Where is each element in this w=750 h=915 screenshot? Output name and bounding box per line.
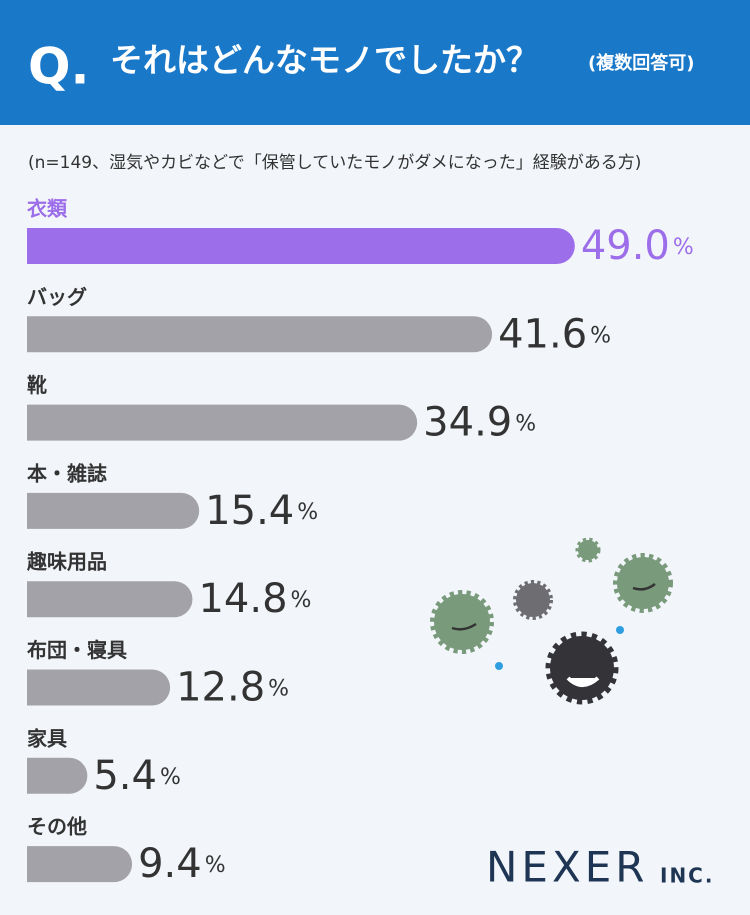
- value-label: 49.0%: [581, 223, 694, 269]
- category-label: 衣類: [27, 197, 68, 221]
- brand-name: NEXER: [486, 843, 648, 892]
- bar: [27, 316, 493, 353]
- header: [0, 0, 750, 125]
- value-label: 15.4%: [205, 488, 318, 534]
- bar: [27, 492, 200, 529]
- brand-suffix: INC.: [660, 864, 714, 888]
- value-label: 9.4%: [138, 841, 226, 887]
- title-prefix: Q.: [28, 38, 90, 96]
- category-label: 布団・寝具: [27, 638, 127, 662]
- value-label: 14.8%: [198, 576, 311, 622]
- value-label: 5.4%: [93, 753, 181, 799]
- category-label: 家具: [27, 726, 67, 750]
- subtitle: (n=149、湿気やカビなどで「保管していたモノがダメになった」経験がある方): [28, 153, 641, 173]
- category-label: 靴: [27, 373, 47, 397]
- title-note: (複数回答可): [588, 52, 694, 74]
- mold-decoration: [430, 537, 673, 705]
- bar: [27, 228, 575, 264]
- value-label: 34.9%: [423, 400, 536, 446]
- category-label: 趣味用品: [26, 550, 107, 574]
- category-label: その他: [27, 815, 87, 839]
- bar: [27, 581, 193, 618]
- bar: [27, 669, 171, 706]
- value-label: 41.6%: [498, 311, 611, 357]
- chart-title: それはどんなモノでしたか？: [110, 41, 539, 80]
- bar: [27, 846, 133, 883]
- value-label: 12.8%: [176, 665, 289, 711]
- category-label: 本・雑誌: [27, 461, 107, 485]
- bar: [27, 757, 88, 794]
- category-label: バッグ: [27, 285, 87, 309]
- bar: [27, 404, 418, 441]
